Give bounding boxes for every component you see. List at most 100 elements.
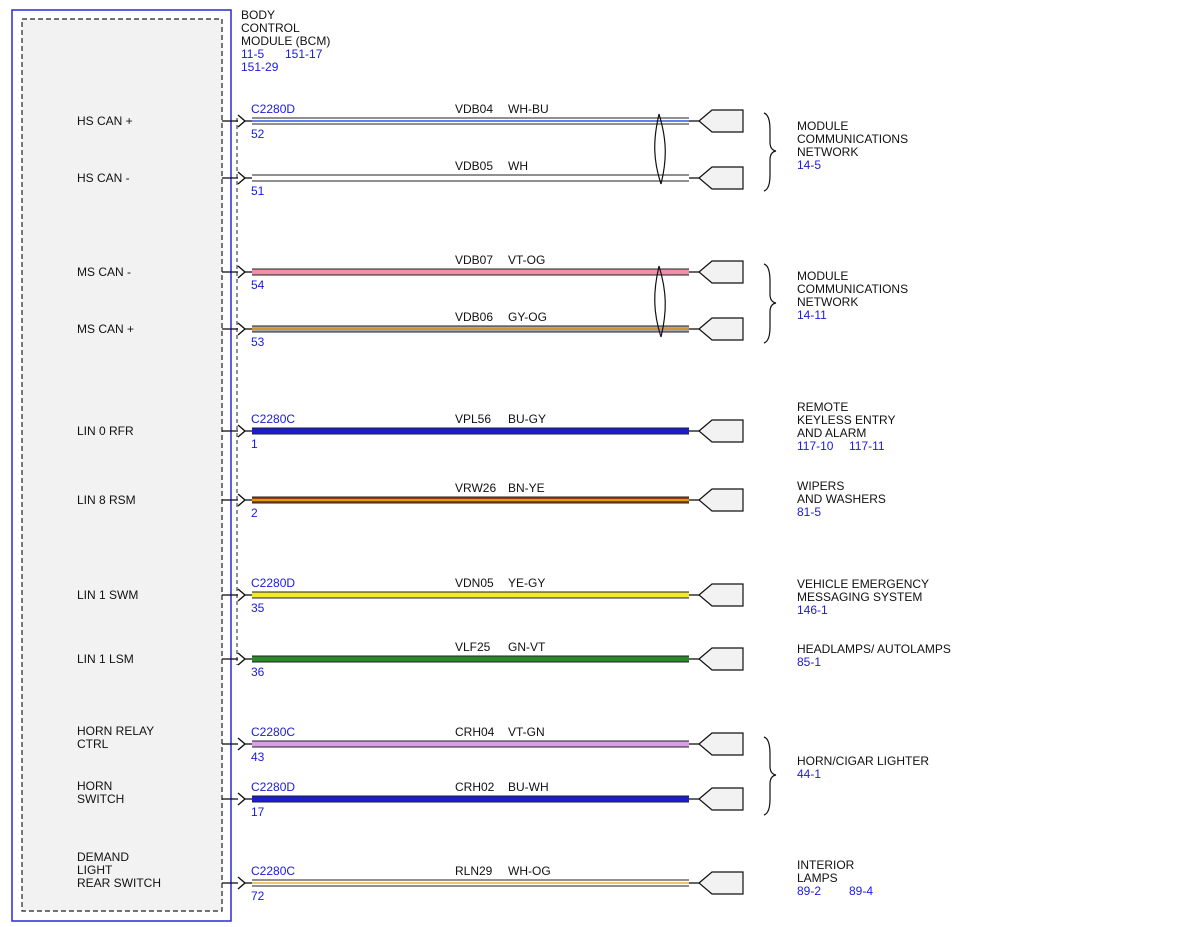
pin-arrow-icon — [237, 424, 247, 438]
circuit-id: VDB06 — [455, 310, 493, 324]
circuit-row: HS CAN + C2280D 52 VDB04 WH-BU — [77, 102, 744, 141]
destination-label: VEHICLE EMERGENCY — [797, 577, 929, 591]
pin-label: MS CAN + — [77, 322, 134, 336]
pin-arrow-icon — [237, 792, 247, 806]
destination-label: AND WASHERS — [797, 492, 886, 506]
connector-id-link[interactable]: C2280D — [251, 780, 295, 794]
circuit-row: LIN 8 RSM 2 VRW26 BN-YE — [77, 481, 744, 520]
wire-end-connector-icon[interactable] — [698, 419, 744, 443]
destination-vehicle-emergency-messaging: VEHICLE EMERGENCY MESSAGING SYSTEM 146-1 — [797, 577, 929, 617]
module-ref-link[interactable]: 151-29 — [241, 60, 279, 74]
wire-color-code: BU-GY — [508, 412, 546, 426]
destination-ref-link[interactable]: 89-4 — [849, 884, 873, 898]
pin-number: 72 — [251, 889, 265, 903]
connector-id-link[interactable]: C2280C — [251, 725, 295, 739]
module-title-line: BODY — [241, 8, 275, 22]
destination-ref-link[interactable]: 44-1 — [797, 767, 821, 781]
destination-ref-link[interactable]: 89-2 — [797, 884, 821, 898]
connector-id-link[interactable]: C2280D — [251, 102, 295, 116]
circuit-id: CRH02 — [455, 780, 495, 794]
destination-ref-link[interactable]: 85-1 — [797, 655, 821, 669]
destination-label: COMMUNICATIONS — [797, 282, 908, 296]
destination-ref-link[interactable]: 117-11 — [849, 439, 885, 453]
destination-ref-link[interactable]: 14-5 — [797, 158, 821, 172]
destination-label: HORN/CIGAR LIGHTER — [797, 754, 929, 768]
destination-ref-link[interactable]: 81-5 — [797, 505, 821, 519]
circuit-id: VDB04 — [455, 102, 493, 116]
twisted-pair-ms-can — [654, 265, 666, 338]
wire-end-connector-icon[interactable] — [698, 647, 744, 671]
pin-label: MS CAN - — [77, 265, 131, 279]
pin-label: HS CAN + — [77, 114, 133, 128]
pin-label: LIN 0 RFR — [77, 424, 134, 438]
wire-end-connector-icon[interactable] — [698, 871, 744, 895]
wire-color-code: GY-OG — [508, 310, 547, 324]
pin-arrow-icon — [237, 876, 247, 890]
wire-color-code: BU-WH — [508, 780, 549, 794]
pin-number: 51 — [251, 184, 265, 198]
wire-color-code: VT-GN — [508, 725, 545, 739]
destination-ref-link[interactable]: 117-10 — [797, 439, 834, 453]
wire-end-connector-icon[interactable] — [698, 260, 744, 284]
twisted-pair-hs-can — [654, 113, 666, 185]
connector-id-link[interactable]: C2280D — [251, 576, 295, 590]
destination-label: MODULE — [797, 269, 848, 283]
pin-label: CTRL — [77, 737, 109, 751]
connector-id-link[interactable]: C2280C — [251, 412, 295, 426]
wire-end-connector-icon[interactable] — [698, 488, 744, 512]
wire-end-connector-icon[interactable] — [698, 109, 744, 133]
destination-label: REMOTE — [797, 400, 848, 414]
pin-arrow-icon — [237, 322, 247, 336]
destination-label: HEADLAMPS/ AUTOLAMPS — [797, 642, 951, 656]
module-ref-link[interactable]: 11-5 — [241, 47, 264, 61]
group-brace — [763, 263, 777, 344]
pin-arrow-icon — [237, 493, 247, 507]
pin-label: LIN 8 RSM — [77, 493, 136, 507]
wire-end-connector-icon[interactable] — [698, 166, 744, 190]
wire-end-connector-icon[interactable] — [698, 787, 744, 811]
destination-wipers-washers: WIPERS AND WASHERS 81-5 — [797, 479, 886, 519]
wire-end-connector-icon[interactable] — [698, 317, 744, 341]
pin-arrow-icon — [237, 265, 247, 279]
circuit-id: CRH04 — [455, 725, 495, 739]
pin-arrow-icon — [237, 652, 247, 666]
destination-label: NETWORK — [797, 295, 858, 309]
circuit-id: VDB07 — [455, 253, 493, 267]
circuit-id: VRW26 — [455, 481, 496, 495]
pin-label: REAR SWITCH — [77, 876, 161, 890]
module-body-dashed — [21, 18, 223, 912]
destination-label: MODULE — [797, 119, 848, 133]
destination-label: AND ALARM — [797, 426, 866, 440]
connector-id-link[interactable]: C2280C — [251, 864, 295, 878]
circuits-layer: HS CAN + C2280D 52 VDB04 WH-BU HS CAN - 51 VDB0… — [77, 102, 744, 903]
pin-label: HORN — [77, 779, 112, 793]
pin-label: DEMAND — [77, 850, 129, 864]
circuit-id: VDB05 — [455, 159, 493, 173]
wire-color-code: WH-OG — [508, 864, 551, 878]
circuit-row: MS CAN + 53 VDB06 GY-OG — [77, 310, 744, 349]
module-ref-link[interactable]: 151-17 — [285, 47, 323, 61]
module-title-line: CONTROL — [241, 21, 300, 35]
circuit-row: LIN 1 LSM 36 VLF25 GN-VT — [77, 640, 744, 679]
pin-label: HORN RELAY — [77, 724, 154, 738]
destination-label: INTERIOR — [797, 858, 855, 872]
destination-ref-link[interactable]: 14-11 — [797, 308, 827, 322]
circuit-id: VDN05 — [455, 576, 494, 590]
pin-number: 52 — [251, 127, 265, 141]
wire-color-code: VT-OG — [508, 253, 545, 267]
pin-number: 35 — [251, 601, 265, 615]
group-brace — [763, 736, 777, 816]
circuit-id: RLN29 — [455, 864, 493, 878]
pin-number: 43 — [251, 750, 265, 764]
pin-number: 1 — [251, 437, 258, 451]
destination-label: MESSAGING SYSTEM — [797, 590, 922, 604]
circuit-row: HS CAN - 51 VDB05 WH — [77, 159, 744, 198]
destination-ref-link[interactable]: 146-1 — [797, 603, 828, 617]
wire-color-code: WH-BU — [508, 102, 549, 116]
pin-number: 54 — [251, 278, 265, 292]
module-title: BODY CONTROL MODULE (BCM) 11-5 151-17 15… — [241, 8, 330, 74]
wire-end-connector-icon[interactable] — [698, 732, 744, 756]
wire-end-connector-icon[interactable] — [698, 583, 744, 607]
